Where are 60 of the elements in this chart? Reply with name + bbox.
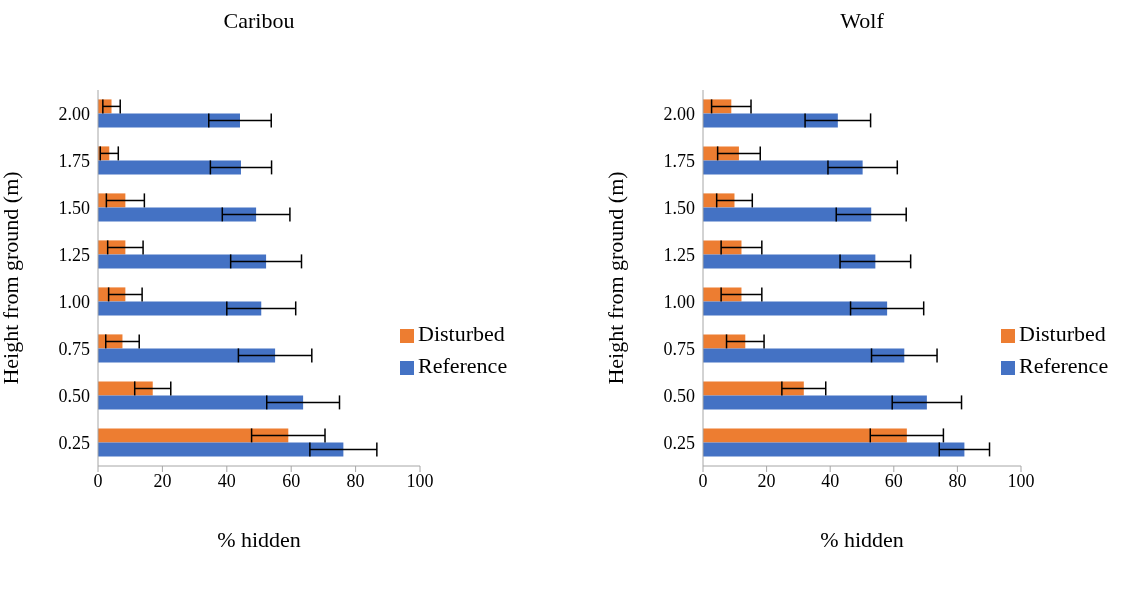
x-tick-label: 20 <box>757 470 776 491</box>
y-tick-label: 0.25 <box>58 432 90 453</box>
bar <box>98 207 257 222</box>
y-tick-label: 1.25 <box>663 244 695 265</box>
y-tick-label: 1.00 <box>663 291 695 312</box>
y-tick-label: 0.50 <box>663 385 695 406</box>
bar <box>98 428 289 443</box>
y-tick-label: 1.25 <box>58 244 90 265</box>
bar <box>703 334 746 349</box>
bar <box>703 381 804 396</box>
bar <box>703 113 838 128</box>
y-axis-title: Height from ground (m) <box>0 171 23 385</box>
x-tick-label: 40 <box>821 470 840 491</box>
y-axis-title: Height from ground (m) <box>602 171 628 385</box>
x-tick-label: 80 <box>948 470 967 491</box>
y-tick-label: 0.25 <box>663 432 695 453</box>
y-tick-label: 1.50 <box>663 197 695 218</box>
chart-title: Wolf <box>839 8 885 34</box>
y-tick-label: 1.50 <box>58 197 90 218</box>
bar <box>98 381 153 396</box>
y-tick-label: 0.50 <box>58 385 90 406</box>
bar <box>98 395 304 410</box>
bar <box>703 207 872 222</box>
y-tick-label: 0.75 <box>663 338 695 359</box>
bar <box>703 146 739 161</box>
chart-title: Caribou <box>222 8 296 34</box>
y-tick-label: 2.00 <box>663 103 695 124</box>
legend-label: Reference <box>1019 353 1109 378</box>
legend-label: Reference <box>418 353 508 378</box>
bar <box>703 428 907 443</box>
legend-label: Disturbed <box>418 321 505 346</box>
bar <box>98 301 262 316</box>
bar <box>98 160 241 175</box>
bar <box>703 442 965 457</box>
bar <box>703 160 863 175</box>
x-tick-label: 80 <box>346 470 365 491</box>
bar <box>98 254 267 269</box>
x-axis-title: % hidden <box>217 527 301 552</box>
y-tick-label: 0.75 <box>58 338 90 359</box>
bar <box>703 254 876 269</box>
x-tick-label: 100 <box>406 470 434 491</box>
y-tick-label: 2.00 <box>58 103 90 124</box>
bar <box>703 348 905 363</box>
x-axis-title: % hidden <box>820 527 904 552</box>
bar <box>703 301 888 316</box>
bar <box>98 113 240 128</box>
x-tick-label: 20 <box>153 470 172 491</box>
y-tick-label: 1.75 <box>58 150 90 171</box>
y-tick-label: 1.75 <box>663 150 695 171</box>
x-tick-label: 60 <box>884 470 903 491</box>
x-tick-label: 0 <box>698 470 708 491</box>
x-tick-label: 100 <box>1007 470 1035 491</box>
y-tick-label: 1.00 <box>58 291 90 312</box>
x-tick-label: 0 <box>93 470 103 491</box>
x-tick-label: 40 <box>217 470 236 491</box>
bar <box>98 348 276 363</box>
x-tick-label: 60 <box>282 470 301 491</box>
bar <box>98 442 344 457</box>
bar <box>703 395 927 410</box>
legend-label: Disturbed <box>1019 321 1106 346</box>
